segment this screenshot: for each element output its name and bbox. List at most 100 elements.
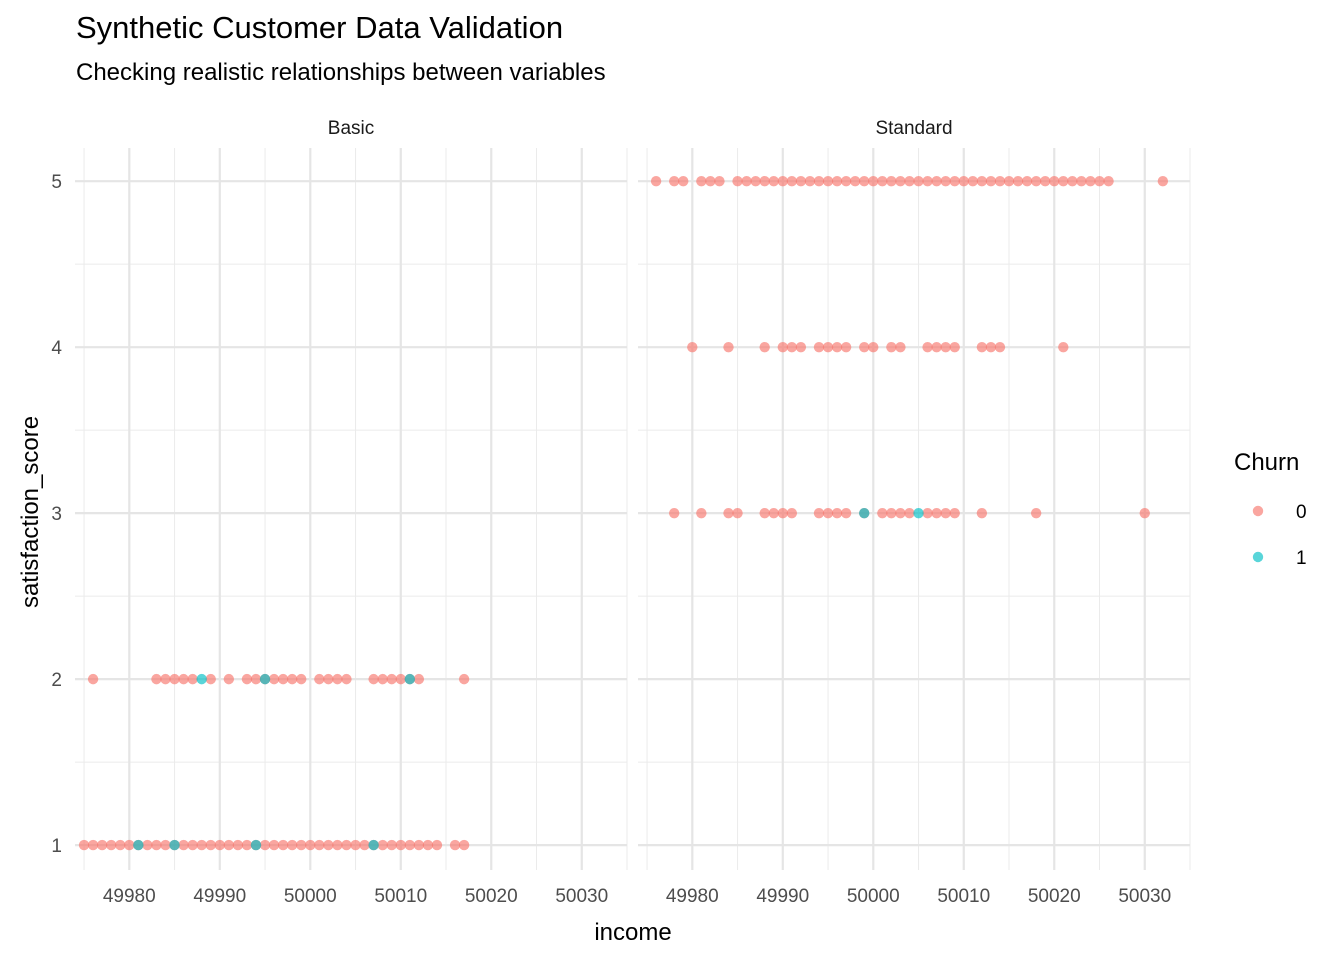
data-point (922, 341, 933, 353)
data-point (922, 175, 933, 187)
data-point (223, 673, 235, 685)
data-point (777, 341, 788, 353)
data-point (205, 839, 216, 851)
data-point (940, 341, 951, 353)
data-point (985, 175, 997, 187)
x-tick-label: 50020 (1028, 886, 1081, 907)
data-point (458, 673, 470, 685)
x-tick-label: 50030 (555, 886, 608, 907)
data-point (940, 507, 951, 519)
x-axis-title: income (594, 919, 671, 946)
data-point (1103, 175, 1114, 187)
data-point (422, 839, 434, 851)
data-point (705, 175, 716, 187)
data-point (395, 839, 406, 851)
data-point (949, 507, 960, 519)
x-tick-label: 50020 (465, 886, 518, 907)
data-point (795, 175, 807, 187)
data-point (377, 673, 388, 685)
data-point (105, 839, 117, 851)
legend-title: Churn (1234, 449, 1299, 476)
data-point (314, 673, 325, 685)
data-point (786, 341, 798, 353)
facet-panel-basic: Basic 49980 49990 50000 50010 50020 50030 (75, 118, 628, 907)
data-point (859, 341, 870, 353)
y-tick-label: 4 (51, 338, 62, 359)
data-point (759, 175, 770, 187)
data-point (1003, 175, 1015, 187)
data-point (687, 341, 698, 353)
data-point (205, 673, 216, 685)
data-point (750, 175, 761, 187)
data-point (368, 673, 379, 685)
data-point (840, 341, 852, 353)
data-point (994, 341, 1006, 353)
data-point (268, 673, 280, 685)
legend-key-churn-1 (1252, 551, 1264, 563)
data-point (904, 507, 915, 519)
data-point (115, 839, 126, 851)
data-point (813, 507, 825, 519)
data-point (886, 341, 897, 353)
data-point (877, 175, 888, 187)
data-point (831, 341, 843, 353)
data-point (831, 507, 843, 519)
data-point (332, 839, 343, 851)
data-point (1058, 341, 1069, 353)
data-point (87, 673, 99, 685)
data-point (386, 839, 397, 851)
data-point (777, 507, 788, 519)
series-churn-1 (859, 507, 924, 519)
x-tick-label: 49990 (193, 886, 246, 907)
data-point (133, 839, 144, 851)
data-point (868, 175, 879, 187)
data-point (877, 507, 888, 519)
chart-subtitle: Checking realistic relationships between… (76, 59, 606, 86)
data-point (196, 673, 207, 685)
data-point (931, 507, 942, 519)
data-point (976, 175, 988, 187)
data-point (160, 673, 171, 685)
data-point (259, 673, 271, 685)
data-point (1076, 175, 1087, 187)
data-point (1067, 175, 1078, 187)
data-point (323, 839, 334, 851)
data-point (840, 507, 852, 519)
data-point (895, 175, 906, 187)
data-point (895, 507, 906, 519)
data-point (759, 507, 770, 519)
data-point (904, 175, 915, 187)
data-point (178, 839, 189, 851)
data-point (786, 175, 798, 187)
series-churn-1 (133, 673, 416, 851)
x-tick-label: 50010 (374, 886, 427, 907)
data-point (849, 175, 861, 187)
data-point (241, 839, 253, 851)
data-point (377, 839, 388, 851)
data-point (187, 673, 198, 685)
data-point (187, 839, 198, 851)
data-point (859, 507, 870, 519)
data-point (958, 175, 969, 187)
data-point (1030, 175, 1042, 187)
data-point (931, 175, 942, 187)
data-point (678, 175, 689, 187)
data-point (668, 507, 680, 519)
data-point (840, 175, 852, 187)
data-point (940, 175, 951, 187)
data-point (886, 507, 897, 519)
data-point (650, 175, 662, 187)
data-point (323, 673, 334, 685)
data-point (250, 839, 262, 851)
data-point (696, 175, 707, 187)
facet-panel-standard: Standard 49980 49990 50000 50010 50020 50030 (638, 118, 1191, 907)
data-point (151, 839, 162, 851)
data-point (668, 175, 680, 187)
data-point (160, 839, 171, 851)
data-point (404, 673, 416, 685)
data-point (976, 507, 988, 519)
data-point (723, 341, 734, 353)
x-tick-label: 49980 (666, 886, 719, 907)
legend: Churn 0 1 (1234, 449, 1307, 569)
